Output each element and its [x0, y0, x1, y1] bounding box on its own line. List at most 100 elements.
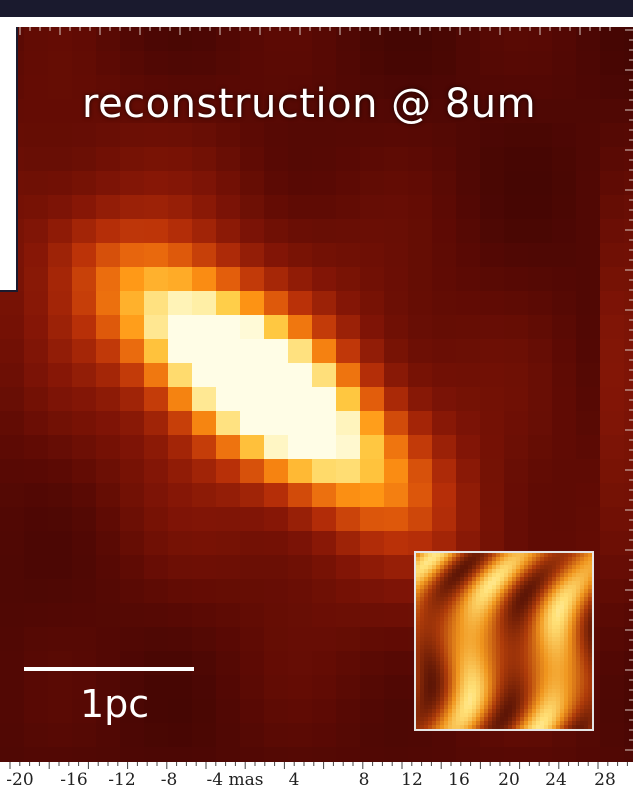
heatmap-pixel — [0, 531, 24, 555]
inset-pixel — [424, 553, 428, 557]
inset-pixel — [480, 721, 484, 725]
inset-pixel — [468, 661, 472, 665]
inset-pixel — [492, 669, 496, 673]
inset-pixel — [564, 697, 568, 701]
inset-pixel — [488, 613, 492, 617]
inset-pixel — [464, 709, 468, 713]
inset-pixel — [456, 577, 460, 581]
inset-pixel — [508, 557, 512, 561]
inset-pixel — [504, 569, 508, 573]
inset-pixel — [564, 713, 568, 717]
inset-pixel — [444, 617, 448, 621]
inset-pixel — [432, 697, 436, 701]
heatmap-pixel — [168, 747, 192, 762]
inset-pixel — [580, 621, 584, 625]
inset-pixel — [444, 621, 448, 625]
heatmap-pixel — [312, 291, 336, 315]
inset-pixel — [560, 565, 564, 569]
heatmap-pixel — [312, 387, 336, 411]
heatmap-pixel — [240, 147, 264, 171]
inset-pixel — [532, 725, 536, 729]
inset-pixel — [432, 661, 436, 665]
inset-pixel — [528, 681, 532, 685]
inset-pixel — [548, 609, 552, 613]
heatmap-pixel — [48, 387, 72, 411]
inset-pixel — [576, 557, 580, 561]
inset-pixel — [488, 661, 492, 665]
heatmap-pixel — [24, 531, 48, 555]
inset-pixel — [584, 669, 588, 673]
inset-pixel — [448, 581, 452, 585]
inset-pixel — [532, 713, 536, 717]
inset-pixel — [432, 617, 436, 621]
inset-pixel — [424, 561, 428, 565]
heatmap-pixel — [24, 123, 48, 147]
inset-pixel — [572, 649, 576, 653]
inset-pixel — [532, 589, 536, 593]
inset-pixel — [544, 669, 548, 673]
inset-pixel — [544, 625, 548, 629]
heatmap-pixel — [120, 651, 144, 675]
heatmap-pixel — [384, 171, 408, 195]
inset-pixel — [468, 657, 472, 661]
heatmap-pixel — [552, 507, 576, 531]
inset-pixel — [480, 725, 484, 729]
inset-pixel — [488, 609, 492, 613]
heatmap-pixel — [264, 99, 288, 123]
inset-pixel — [548, 605, 552, 609]
inset-pixel — [492, 613, 496, 617]
inset-pixel — [472, 645, 476, 649]
inset-pixel — [532, 721, 536, 725]
inset-pixel — [432, 629, 436, 633]
inset-pixel — [552, 673, 556, 677]
inset-pixel — [472, 585, 476, 589]
inset-pixel — [424, 621, 428, 625]
inset-pixel — [536, 673, 540, 677]
heatmap-pixel — [264, 315, 288, 339]
heatmap-pixel — [240, 603, 264, 627]
inset-pixel — [568, 553, 572, 557]
heatmap-pixel — [600, 75, 624, 99]
heatmap-pixel — [48, 339, 72, 363]
inset-pixel — [428, 673, 432, 677]
heatmap-pixel — [120, 219, 144, 243]
inset-pixel — [552, 653, 556, 657]
heatmap-pixel — [408, 195, 432, 219]
heatmap-pixel — [168, 627, 192, 651]
heatmap-pixel — [624, 147, 633, 171]
inset-pixel — [500, 609, 504, 613]
inset-pixel — [556, 713, 560, 717]
inset-pixel — [552, 665, 556, 669]
inset-pixel — [432, 689, 436, 693]
inset-pixel — [560, 569, 564, 573]
inset-pixel — [456, 609, 460, 613]
heatmap-pixel — [288, 387, 312, 411]
inset-pixel — [536, 685, 540, 689]
inset-pixel — [536, 645, 540, 649]
inset-pixel — [544, 577, 548, 581]
heatmap-pixel — [240, 723, 264, 747]
heatmap-pixel — [552, 315, 576, 339]
inset-pixel — [580, 565, 584, 569]
heatmap-pixel — [576, 243, 600, 267]
inset-pixel — [468, 709, 472, 713]
inset-pixel — [552, 629, 556, 633]
inset-pixel — [480, 557, 484, 561]
heatmap-pixel — [336, 291, 360, 315]
heatmap-pixel — [48, 699, 72, 723]
inset-pixel — [496, 569, 500, 573]
inset-pixel — [548, 721, 552, 725]
inset-pixel — [440, 557, 444, 561]
heatmap-pixel — [24, 363, 48, 387]
inset-pixel — [576, 597, 580, 601]
inset-pixel — [488, 725, 492, 729]
inset-pixel — [580, 633, 584, 637]
heatmap-pixel — [480, 339, 504, 363]
inset-pixel — [568, 605, 572, 609]
inset-pixel — [480, 617, 484, 621]
inset-pixel — [492, 725, 496, 729]
inset-pixel — [456, 653, 460, 657]
x-axis: -20 -16 -12 -8 -4 mas 4 8 12 16 20 24 28 — [0, 762, 633, 802]
heatmap-pixel — [216, 555, 240, 579]
heatmap-pixel — [24, 603, 48, 627]
